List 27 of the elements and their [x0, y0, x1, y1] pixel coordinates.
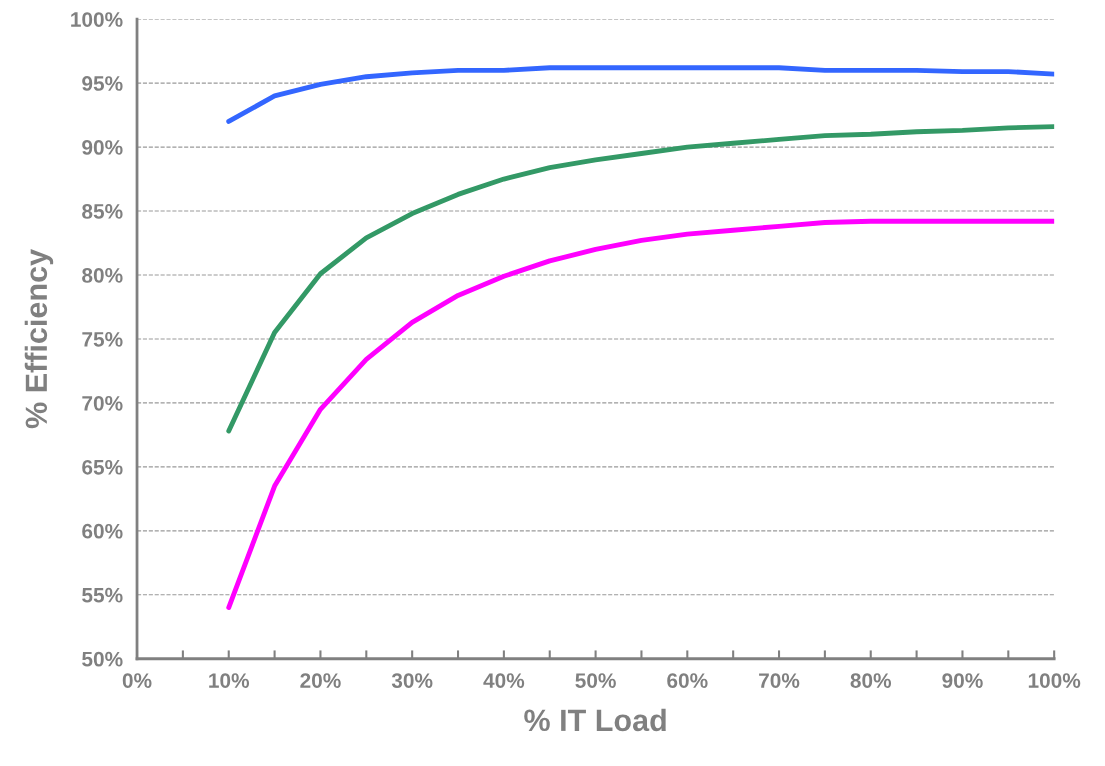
y-tick-label: 50%	[82, 651, 123, 667]
y-tick-label: 60%	[82, 523, 123, 539]
x-tick-label: 60%	[667, 673, 708, 688]
y-tick-label: 55%	[82, 587, 123, 603]
line-series	[226, 124, 1055, 434]
x-tick-label: 50%	[575, 673, 616, 688]
x-tick-label: 90%	[942, 673, 983, 688]
y-tick-label: 100%	[71, 12, 123, 27]
x-tick-label: 0%	[122, 673, 152, 688]
x-tick-label: 30%	[391, 673, 433, 688]
y-tick-label: 90%	[82, 140, 123, 155]
x-tick-label: 80%	[850, 673, 892, 688]
y-tick-label: 65%	[82, 459, 123, 475]
y-tick-label: 75%	[82, 332, 123, 347]
y-tick-label: 95%	[82, 76, 123, 91]
x-tick-label: 20%	[300, 673, 341, 688]
y-tick-label: 70%	[82, 395, 123, 411]
y-tick-label: 85%	[82, 204, 123, 219]
line-series	[226, 218, 1055, 611]
x-tick-label: 10%	[209, 673, 250, 688]
x-tick-label: 40%	[483, 673, 525, 688]
y-axis-title: % Efficiency	[24, 249, 54, 429]
x-tick-label: 70%	[759, 673, 800, 688]
x-tick-label: 100%	[1028, 673, 1081, 688]
x-axis-title: % IT Load	[524, 708, 666, 732]
line-series	[226, 65, 1055, 124]
y-tick-label: 80%	[82, 268, 123, 283]
